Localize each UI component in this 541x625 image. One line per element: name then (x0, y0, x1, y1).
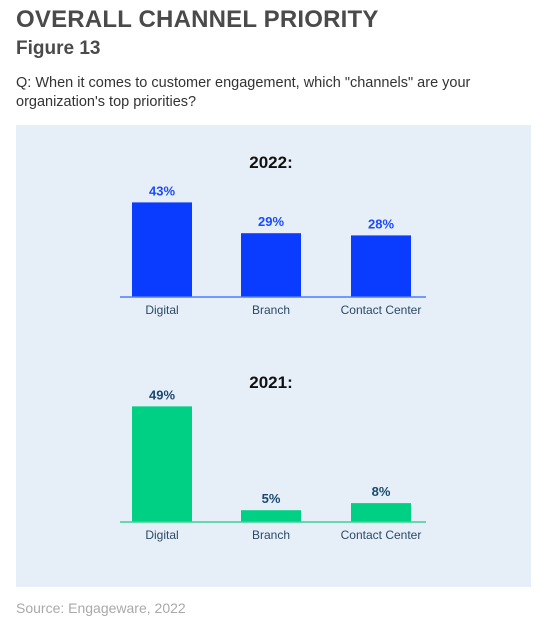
value-label-2022-1: 29% (258, 214, 284, 229)
bar-2022-branch (241, 233, 301, 297)
value-label-2021-1: 5% (262, 491, 281, 506)
page-title: OVERALL CHANNEL PRIORITY (16, 6, 379, 33)
value-label-2022-2: 28% (368, 216, 394, 231)
chart-title-2021: 2021: (249, 373, 292, 392)
value-label-2021-0: 49% (149, 387, 175, 402)
chart-panel: 2022: 43% Digital 29% Branch 28% Contact Cente… (16, 125, 531, 587)
source-note: Source: Engageware, 2022 (16, 600, 186, 616)
category-label-2022-2: Contact Center (341, 303, 422, 317)
bar-2021-contact-center (351, 503, 411, 522)
bar-2021-branch (241, 510, 301, 522)
chart-title-2022: 2022: (249, 153, 292, 172)
survey-question: Q: When it comes to customer engagement,… (16, 75, 471, 110)
value-label-2022-0: 43% (149, 183, 175, 198)
category-label-2021-1: Branch (252, 528, 290, 542)
value-label-2021-2: 8% (372, 484, 391, 499)
category-label-2021-0: Digital (145, 528, 178, 542)
bar-2022-contact-center (351, 235, 411, 297)
category-label-2022-0: Digital (145, 303, 178, 317)
bar-charts: 2022: 43% Digital 29% Branch 28% Contact Cente… (120, 153, 426, 542)
bar-2021-digital (132, 406, 192, 522)
figure-label: Figure 13 (16, 38, 101, 59)
category-label-2021-2: Contact Center (341, 528, 422, 542)
bar-2022-digital (132, 202, 192, 297)
category-label-2022-1: Branch (252, 303, 290, 317)
